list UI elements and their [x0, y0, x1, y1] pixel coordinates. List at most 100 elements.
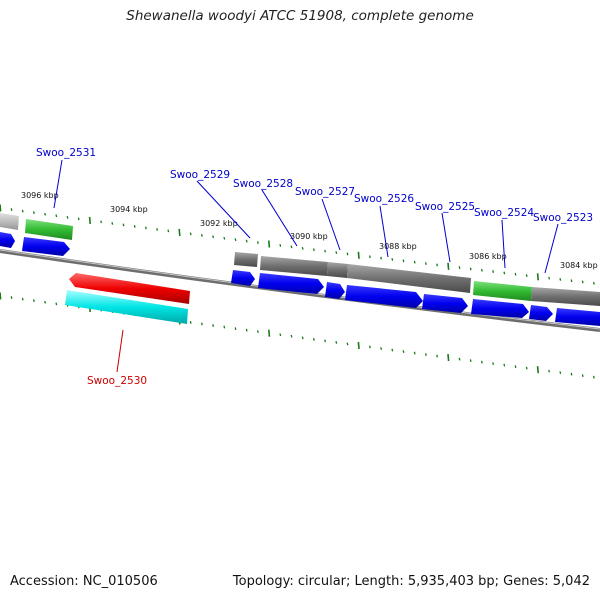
minor-tick [469, 359, 472, 363]
cds-arrow [471, 299, 529, 318]
minor-tick [167, 229, 170, 233]
minor-tick [424, 262, 427, 265]
minor-tick [570, 279, 573, 283]
minor-tick [548, 276, 551, 280]
leader-swoo-2530 [116, 329, 124, 373]
minor-tick [122, 223, 125, 227]
minor-tick [77, 217, 80, 221]
minor-tick [21, 297, 24, 301]
tick-label-3086: 3086 kbp [469, 252, 507, 261]
minor-tick [156, 228, 159, 231]
minor-tick [111, 222, 114, 225]
minor-tick [200, 322, 203, 326]
minor-tick [290, 245, 293, 249]
minor-tick [368, 255, 371, 259]
minor-tick [503, 271, 506, 275]
tick-label-3096: 3096 kbp [21, 191, 59, 200]
cds-arrow [325, 282, 345, 299]
minor-tick [346, 342, 349, 346]
cds-arrow [555, 308, 600, 326]
major-tick [447, 262, 450, 270]
minor-tick [55, 302, 58, 306]
major-tick [357, 341, 360, 350]
gene-label-swoo-2528: Swoo_2528 [233, 178, 293, 190]
minor-tick [44, 212, 47, 216]
minor-tick [234, 238, 237, 242]
minor-tick [212, 324, 215, 327]
minor-tick [469, 267, 472, 271]
genome-summary: Topology: circular; Length: 5,935,403 bp… [232, 574, 590, 589]
major-tick [268, 329, 271, 337]
leader-swoo-2525 [441, 212, 451, 263]
minor-tick [200, 233, 203, 237]
major-tick [536, 273, 539, 281]
minor-tick [10, 208, 13, 211]
minor-tick [391, 258, 394, 261]
minor-tick [189, 232, 192, 236]
minor-tick [548, 369, 551, 373]
tick-label-3084: 3084 kbp [560, 261, 598, 270]
tick-marks-outer [0, 204, 595, 285]
gray-feature-swoo-2528 [260, 256, 328, 276]
minor-tick [581, 280, 584, 284]
cds-arrow [529, 305, 553, 321]
gene-label-swoo-2527: Swoo_2527 [295, 186, 355, 198]
minor-tick [279, 333, 282, 337]
leader-swoo-2528 [261, 189, 298, 247]
minor-tick [525, 274, 528, 277]
minor-tick [324, 339, 327, 343]
minor-tick [234, 327, 237, 331]
minor-tick [212, 235, 215, 239]
minor-tick [391, 348, 394, 352]
gene-label-swoo-2531: Swoo_2531 [36, 147, 96, 159]
major-tick [447, 354, 450, 362]
cds-arrow [258, 273, 324, 294]
red-feature-swoo-2530 [69, 273, 190, 304]
minor-tick [312, 337, 315, 341]
gene-label-swoo-2523: Swoo_2523 [533, 212, 593, 224]
minor-tick [436, 354, 439, 358]
leader-swoo-2523 [544, 223, 559, 274]
minor-tick [256, 330, 259, 334]
leader-swoo-2524 [501, 219, 506, 269]
minor-tick [245, 239, 248, 243]
tick-label-3094: 3094 kbp [110, 205, 148, 214]
leader-swoo-2526 [379, 205, 389, 258]
green-feature-swoo-2524 [473, 281, 532, 301]
minor-tick [514, 365, 517, 369]
minor-tick [480, 360, 483, 364]
genome-backbone [0, 249, 600, 332]
gene-labels: Swoo_2531 Swoo_2529 Swoo_2528 Swoo_2527 … [36, 147, 593, 387]
gene-label-swoo-2526: Swoo_2526 [354, 193, 414, 205]
light-gray-feature [0, 213, 19, 230]
minor-tick [559, 371, 562, 375]
minor-tick [458, 266, 461, 270]
map-title: Shewanella woodyi ATCC 51908, complete g… [126, 8, 474, 24]
minor-tick [223, 325, 226, 329]
minor-tick [100, 220, 103, 224]
tick-label-3088: 3088 kbp [379, 242, 417, 251]
gene-label-swoo-2529: Swoo_2529 [170, 169, 230, 181]
minor-tick [32, 299, 35, 303]
minor-tick [480, 268, 483, 272]
minor-tick [290, 334, 293, 338]
minor-tick [133, 225, 136, 228]
minor-tick [44, 300, 47, 304]
cds-arrow [422, 294, 468, 313]
minor-tick [335, 251, 338, 254]
minor-tick [144, 226, 147, 230]
gray-feature-swoo-2526 [347, 264, 471, 293]
minor-tick [301, 246, 304, 250]
major-tick [0, 204, 2, 212]
minor-tick [189, 321, 192, 324]
cyan-feature-swoo-2530 [65, 290, 188, 324]
major-tick [357, 251, 360, 259]
minor-tick [346, 252, 349, 256]
cds-arrow [231, 270, 255, 286]
minor-tick [492, 270, 495, 273]
gray-feature-swoo-2527 [327, 262, 348, 278]
feature-track-outer [0, 213, 600, 306]
minor-tick [402, 259, 405, 263]
minor-tick [245, 328, 248, 332]
minor-tick [503, 363, 506, 367]
